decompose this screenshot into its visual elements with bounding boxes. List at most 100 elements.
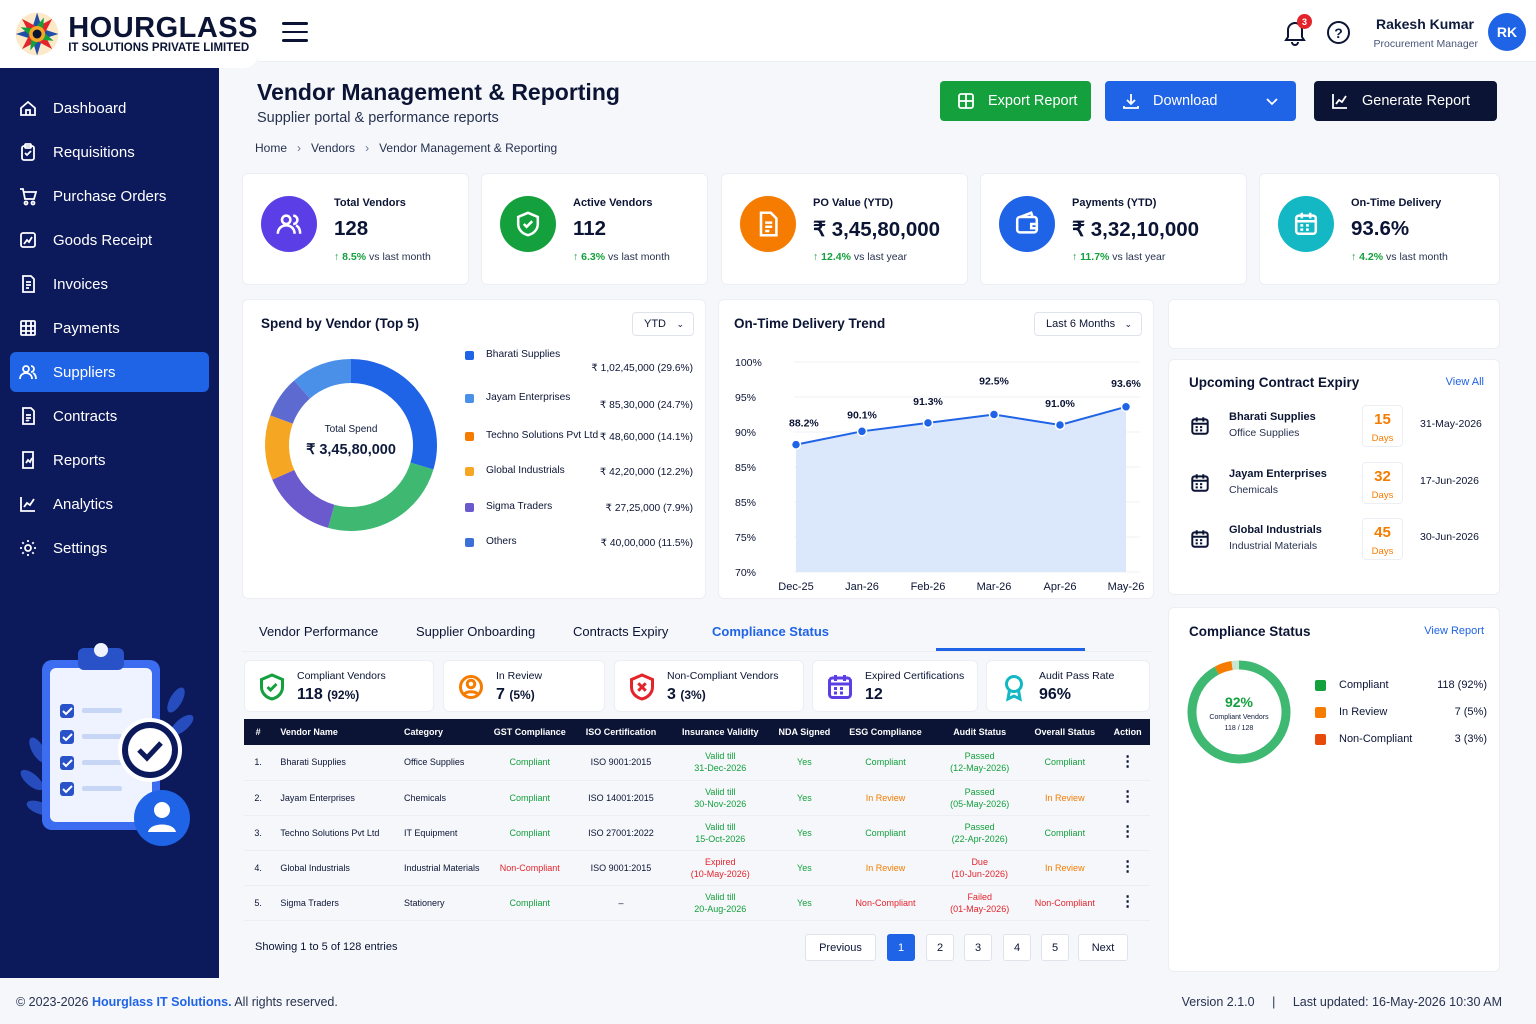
- sidebar-item-contracts[interactable]: Contracts: [10, 396, 209, 436]
- column-header[interactable]: #: [255, 727, 261, 737]
- compliance-donut-slice[interactable]: [1187, 660, 1291, 764]
- calendar-icon: [1191, 417, 1209, 435]
- more-vertical-icon[interactable]: ⋮: [1120, 788, 1136, 805]
- next-page-button[interactable]: Next: [1078, 934, 1128, 961]
- compliance-donut-slice[interactable]: [1231, 660, 1240, 670]
- y-tick-label: 85%: [735, 462, 756, 474]
- brand[interactable]: HOURGLASS IT SOLUTIONS PRIVATE LIMITED: [0, 0, 258, 68]
- column-header[interactable]: NDA Signed: [778, 727, 831, 737]
- arrow-up-icon: ↑: [1072, 251, 1081, 263]
- column-header[interactable]: ESG Compliance: [849, 727, 922, 737]
- tab-contracts-expiry[interactable]: Contracts Expiry: [573, 624, 669, 639]
- vendor-category: Office Supplies: [396, 745, 486, 781]
- column-header[interactable]: Category: [404, 727, 444, 737]
- trend-point[interactable]: [1120, 401, 1132, 413]
- table-row[interactable]: 2. Jayam Enterprises Chemicals Compliant ISO…: [244, 780, 1150, 816]
- trend-point[interactable]: [790, 439, 802, 450]
- export-report-button[interactable]: Export Report: [940, 81, 1091, 121]
- sidebar-item-dashboard[interactable]: Dashboard: [10, 88, 209, 128]
- tab-vendor-performance[interactable]: Vendor Performance: [259, 624, 379, 639]
- company-link[interactable]: Hourglass IT Solutions.: [91, 995, 232, 1009]
- column-header[interactable]: Vendor Name: [280, 727, 338, 737]
- kpi-card-total-vendors[interactable]: Total Vendors 128 ↑ 8.5% vs last month: [242, 173, 469, 285]
- spend-donut-slice[interactable]: [270, 380, 311, 425]
- page-button-2[interactable]: 2: [926, 934, 954, 961]
- table-row[interactable]: 4. Global Industrials Industrial Materials…: [244, 850, 1150, 886]
- download-button[interactable]: Download: [1105, 81, 1296, 121]
- column-header[interactable]: ISO Certification: [585, 727, 657, 737]
- trend-point[interactable]: [856, 426, 868, 437]
- vendor-name[interactable]: Jayam Enterprises: [272, 780, 396, 816]
- spend-period-select[interactable]: YTD ⌄: [632, 312, 694, 336]
- sidebar-item-goods-receipt[interactable]: Goods Receipt: [10, 220, 209, 260]
- column-header[interactable]: Audit Status: [953, 727, 1007, 737]
- contract-expiry-item[interactable]: Bharati Supplies Office Supplies 15 Days 31-…: [1189, 405, 1489, 451]
- vendor-name[interactable]: Techno Solutions Pvt Ltd: [272, 815, 396, 851]
- sidebar-item-analytics[interactable]: Analytics: [10, 484, 209, 524]
- more-vertical-icon[interactable]: ⋮: [1120, 893, 1136, 910]
- sidebar-item-settings[interactable]: Settings: [10, 528, 209, 568]
- column-header[interactable]: Action: [1113, 727, 1142, 737]
- help-icon[interactable]: ?: [1327, 21, 1350, 44]
- more-vertical-icon[interactable]: ⋮: [1120, 858, 1136, 875]
- generate-report-button[interactable]: Generate Report: [1314, 81, 1497, 121]
- x-tick-label: Dec-25: [778, 581, 813, 593]
- spend-donut-slice[interactable]: [294, 359, 352, 399]
- nda-signed: Yes: [772, 780, 836, 816]
- sidebar-item-payments[interactable]: Payments: [10, 308, 209, 348]
- page-button-4[interactable]: 4: [1003, 934, 1031, 961]
- table-row[interactable]: 5. Sigma Traders Stationery Compliant – Valid…: [244, 885, 1150, 921]
- audit-status: Failed (01-May-2026): [935, 885, 1025, 921]
- kpi-card-on-time-delivery[interactable]: On-Time Delivery 93.6% ↑ 4.2% vs last mont…: [1259, 173, 1500, 285]
- avatar[interactable]: RK: [1488, 13, 1526, 51]
- page-button-3[interactable]: 3: [964, 934, 992, 961]
- previous-page-button[interactable]: Previous: [805, 934, 876, 961]
- page-button-1[interactable]: 1: [887, 934, 915, 961]
- y-tick-label: 95%: [735, 392, 756, 404]
- sidebar-item-invoices[interactable]: Invoices: [10, 264, 209, 304]
- breadcrumb-vendors[interactable]: Vendors: [311, 141, 356, 155]
- breadcrumb-home[interactable]: Home: [255, 141, 288, 155]
- contract-expiry-item[interactable]: Jayam Enterprises Chemicals 32 Days 17-Jun-2…: [1189, 462, 1489, 508]
- vendor-name[interactable]: Global Industrials: [272, 850, 396, 886]
- column-header[interactable]: GST Compliance: [493, 727, 566, 737]
- trend-point[interactable]: [922, 417, 934, 429]
- sidebar-item-label: Invoices: [53, 275, 109, 293]
- spend-donut-slice[interactable]: [350, 359, 437, 470]
- kpi-card-po-value-ytd[interactable]: PO Value (YTD) ₹ 3,45,80,000 ↑ 12.4% vs la…: [721, 173, 968, 285]
- kpi-card-active-vendors[interactable]: Active Vendors 112 ↑ 6.3% vs last month: [481, 173, 708, 285]
- compliance-donut-slice[interactable]: [1214, 661, 1233, 675]
- kpi-delta-period: vs last month: [1386, 251, 1448, 263]
- trend-period-select[interactable]: Last 6 Months ⌄: [1034, 312, 1142, 336]
- tab-supplier-onboarding[interactable]: Supplier Onboarding: [416, 624, 536, 639]
- table-row[interactable]: 1. Bharati Supplies Office Supplies Complia…: [244, 745, 1150, 781]
- more-vertical-icon[interactable]: ⋮: [1120, 823, 1136, 840]
- column-header[interactable]: Insurance Validity: [682, 727, 759, 737]
- sidebar-item-suppliers[interactable]: Suppliers: [10, 352, 209, 392]
- spend-donut-slice[interactable]: [328, 462, 434, 531]
- trend-point[interactable]: [1054, 419, 1066, 431]
- sidebar-item-reports[interactable]: Reports: [10, 440, 209, 480]
- spend-donut-slice[interactable]: [265, 415, 295, 480]
- spend-donut-slice[interactable]: [272, 469, 335, 528]
- contract-expiry-item[interactable]: Global Industrials Industrial Materials 45…: [1189, 518, 1489, 564]
- page-title: Vendor Management & Reporting: [257, 79, 620, 105]
- menu-toggle-icon[interactable]: [282, 22, 308, 42]
- column-header[interactable]: Overall Status: [1034, 727, 1096, 737]
- table-row[interactable]: 3. Techno Solutions Pvt Ltd IT Equipment Co…: [244, 815, 1150, 851]
- sidebar-item-requisitions[interactable]: Requisitions: [10, 132, 209, 172]
- view-report-link[interactable]: View Report: [1424, 625, 1484, 637]
- view-all-link[interactable]: View All: [1445, 376, 1484, 388]
- vendor-name[interactable]: Sigma Traders: [272, 885, 396, 921]
- export-icon: [958, 93, 974, 109]
- kpi-card-payments-ytd[interactable]: Payments (YTD) ₹ 3,32,10,000 ↑ 11.7% vs la…: [980, 173, 1247, 285]
- sidebar-item-purchase-orders[interactable]: Purchase Orders: [10, 176, 209, 216]
- tab-compliance-status[interactable]: Compliance Status: [712, 624, 830, 639]
- trend-point[interactable]: [988, 409, 1000, 420]
- vendor-name[interactable]: Bharati Supplies: [272, 745, 396, 781]
- expiry-vendor-category: Industrial Materials: [1229, 540, 1318, 552]
- page-button-5[interactable]: 5: [1041, 934, 1069, 961]
- chevron-down-icon[interactable]: [1262, 91, 1282, 111]
- user-name[interactable]: Rakesh Kumar: [1375, 16, 1474, 32]
- more-vertical-icon[interactable]: ⋮: [1120, 752, 1136, 770]
